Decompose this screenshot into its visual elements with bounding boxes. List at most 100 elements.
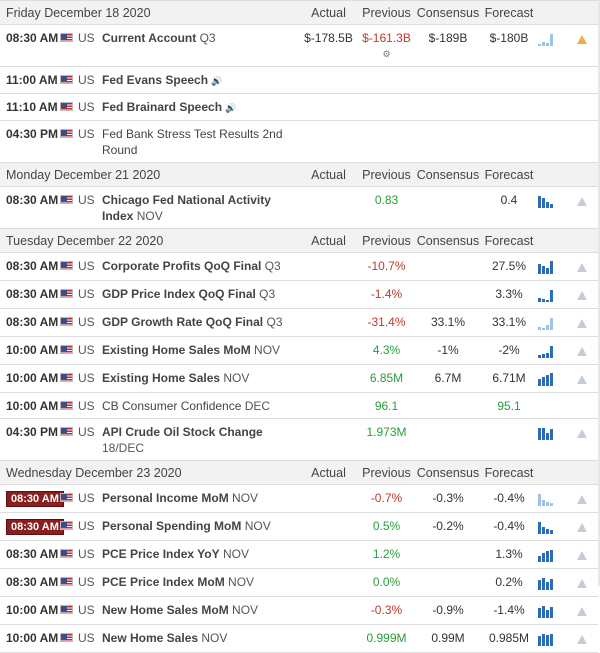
- sparkline-chart[interactable]: [538, 426, 568, 440]
- sparkline-chart[interactable]: [538, 32, 568, 46]
- alert-bell-icon[interactable]: [577, 375, 587, 384]
- event-row[interactable]: 04:30 PM US API Crude Oil Stock Change 18/…: [0, 419, 598, 461]
- alert-bell-icon[interactable]: [577, 607, 587, 616]
- event-row[interactable]: 08:30 AM US GDP Growth Rate QoQ Final Q3 -3…: [0, 309, 598, 337]
- event-consensus: -0.3%: [432, 491, 464, 505]
- event-row[interactable]: 08:30 AM US PCE Price Index YoY NOV 1.2% 1.3…: [0, 541, 598, 569]
- event-country: US: [78, 343, 95, 357]
- sparkline-chart[interactable]: [538, 548, 568, 562]
- event-time: 11:10 AM: [6, 100, 58, 114]
- event-name-link[interactable]: New Home Sales: [102, 631, 199, 645]
- event-row[interactable]: 10:00 AM US Existing Home Sales NOV 6.85M 6.…: [0, 365, 598, 393]
- event-name-link[interactable]: Personal Income MoM: [102, 491, 229, 505]
- alert-bell-icon[interactable]: [577, 291, 587, 300]
- sparkline-cell: [538, 258, 568, 274]
- event-name-cell: Fed Bank Stress Test Results 2nd Round: [102, 126, 300, 158]
- event-name-link[interactable]: GDP Price Index QoQ Final: [102, 287, 256, 301]
- sparkline-chart[interactable]: [538, 260, 568, 274]
- event-period: 18/DEC: [102, 441, 145, 455]
- event-name-link[interactable]: Existing Home Sales: [102, 371, 221, 385]
- event-row[interactable]: 08:30 AM US Personal Spending MoM NOV 0.5% -…: [0, 513, 598, 541]
- alert-bell-icon[interactable]: [577, 197, 587, 206]
- alert-bell-icon[interactable]: [577, 551, 587, 560]
- event-forecast: -0.4%: [493, 491, 525, 505]
- sparkline-cell: [538, 630, 568, 646]
- sparkline-cell: [538, 574, 568, 590]
- event-country: US: [78, 127, 95, 141]
- alert-bell-icon[interactable]: [577, 579, 587, 588]
- sparkline-chart[interactable]: [538, 632, 568, 646]
- column-header-previous: Previous: [362, 5, 411, 20]
- sparkline-bar: [550, 579, 553, 590]
- event-row[interactable]: 08:30 AM US Chicago Fed National Activity …: [0, 187, 598, 229]
- sparkline-chart[interactable]: [538, 372, 568, 386]
- event-row[interactable]: 08:30 AM US GDP Price Index QoQ Final Q3 -1…: [0, 281, 598, 309]
- event-name-link[interactable]: Chicago Fed National Activity Index: [102, 193, 271, 223]
- sparkline-chart[interactable]: [538, 520, 568, 534]
- event-row[interactable]: 10:00 AM US CB Consumer Confidence DEC 96.1…: [0, 393, 598, 419]
- sparkline-bar: [550, 373, 553, 386]
- event-name-link[interactable]: Current Account: [102, 31, 197, 45]
- event-row[interactable]: 11:00 AM US Fed Evans Speech 🔊: [0, 67, 598, 94]
- sparkline-chart[interactable]: [538, 194, 568, 208]
- sparkline-cell: [538, 602, 568, 618]
- flag-cell: [60, 546, 78, 562]
- event-name-link[interactable]: Fed Brainard Speech: [102, 100, 223, 114]
- revised-icon[interactable]: ⚙: [382, 49, 391, 59]
- event-consensus: $-189B: [428, 31, 468, 45]
- previous-value: 0.999M: [366, 631, 407, 645]
- event-row[interactable]: 10:00 AM US New Home Sales NOV 0.999M 0.99M 0…: [0, 625, 598, 653]
- event-country: US: [78, 603, 95, 617]
- previous-value: -0.3%: [370, 603, 403, 617]
- scrollbar[interactable]: [598, 0, 600, 586]
- alert-bell-icon[interactable]: [577, 635, 587, 644]
- alert-bell-icon[interactable]: [577, 523, 587, 532]
- sparkline-chart[interactable]: [538, 288, 568, 302]
- event-row[interactable]: 08:30 AM US Corporate Profits QoQ Final Q3…: [0, 253, 598, 281]
- alert-bell-icon[interactable]: [577, 429, 587, 438]
- sparkline-chart[interactable]: [538, 604, 568, 618]
- event-row[interactable]: 08:30 AM US Personal Income MoM NOV -0.7% -0…: [0, 485, 598, 513]
- sparkline-bar: [546, 502, 549, 506]
- event-row[interactable]: 08:30 AM US Current Account Q3 $-178.5B $-16…: [0, 25, 598, 67]
- event-name-link[interactable]: GDP Growth Rate QoQ Final: [102, 315, 264, 329]
- event-name-link[interactable]: Personal Spending MoM: [102, 519, 242, 533]
- event-name-link[interactable]: PCE Price Index MoM: [102, 575, 225, 589]
- alert-bell-icon[interactable]: [577, 35, 587, 44]
- column-header-consensus: Consensus: [416, 465, 480, 480]
- event-row[interactable]: 10:00 AM US New Home Sales MoM NOV -0.3% -0.…: [0, 597, 598, 625]
- sparkline-chart[interactable]: [538, 316, 568, 330]
- alert-bell-icon[interactable]: [577, 319, 587, 328]
- alert-cell: [568, 30, 598, 48]
- alert-cell: [568, 602, 598, 620]
- flag-cell: [60, 342, 78, 358]
- event-name-link[interactable]: PCE Price Index YoY: [102, 547, 220, 561]
- previous-value: 4.3%: [372, 343, 401, 357]
- event-name-link[interactable]: CB Consumer Confidence: [102, 399, 242, 413]
- event-name-link[interactable]: Existing Home Sales MoM: [102, 343, 251, 357]
- event-consensus: 0.99M: [431, 631, 465, 645]
- alert-bell-icon[interactable]: [577, 263, 587, 272]
- event-name-link[interactable]: API Crude Oil Stock Change: [102, 425, 263, 439]
- event-country: US: [78, 631, 95, 645]
- event-row[interactable]: 04:30 PM US Fed Bank Stress Test Results 2…: [0, 121, 598, 163]
- event-period: Q3: [199, 31, 216, 45]
- event-name-link[interactable]: Corporate Profits QoQ Final: [102, 259, 262, 273]
- sparkline-bar: [538, 580, 541, 590]
- event-name-link[interactable]: Fed Bank Stress Test Results 2nd Round: [102, 127, 283, 157]
- sparkline-bar: [546, 43, 549, 46]
- alert-bell-icon[interactable]: [577, 495, 587, 504]
- alert-bell-icon[interactable]: [577, 347, 587, 356]
- sparkline-chart[interactable]: [538, 344, 568, 358]
- sparkline-chart[interactable]: [538, 492, 568, 506]
- sparkline-bar: [550, 634, 553, 646]
- event-row[interactable]: 11:10 AM US Fed Brainard Speech 🔊: [0, 94, 598, 121]
- event-row[interactable]: 08:30 AM US PCE Price Index MoM NOV 0.0% 0.2…: [0, 569, 598, 597]
- event-name-link[interactable]: Fed Evans Speech: [102, 73, 209, 87]
- alert-cell: [568, 424, 598, 442]
- event-row[interactable]: 10:00 AM US Existing Home Sales MoM NOV 4.3…: [0, 337, 598, 365]
- event-name-link[interactable]: New Home Sales MoM: [102, 603, 229, 617]
- sparkline-cell: [538, 518, 568, 534]
- event-time: 04:30 PM: [6, 425, 59, 439]
- sparkline-chart[interactable]: [538, 576, 568, 590]
